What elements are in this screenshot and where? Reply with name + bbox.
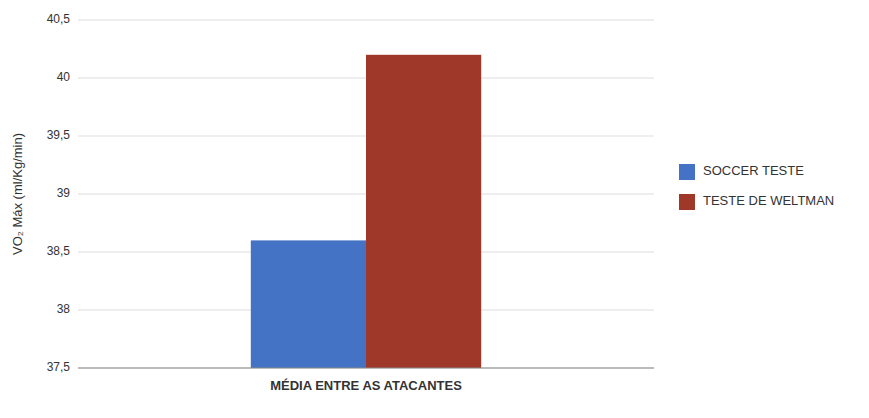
y-axis-label: VO₂ Máx (ml/Kg/min)	[10, 133, 25, 255]
bars	[251, 55, 481, 368]
y-tick-label: 40,5	[47, 12, 71, 26]
y-tick-label: 40	[57, 70, 71, 84]
x-axis-line	[78, 368, 654, 369]
grid-line	[78, 20, 654, 21]
y-tick-label: 39	[57, 186, 71, 200]
legend-label: SOCCER TESTE	[703, 163, 804, 178]
bar	[366, 55, 481, 368]
legend-swatch	[679, 194, 695, 210]
y-tick-label: 38	[57, 302, 71, 316]
bar	[251, 240, 366, 368]
chart-svg: 37,5 38 38,5 39 39,5 40 40,5 VO₂ Máx (ml/Kg/min…	[0, 0, 869, 418]
legend: SOCCER TESTE TESTE DE WELTMAN	[679, 163, 834, 210]
legend-swatch	[679, 164, 695, 180]
legend-label: TESTE DE WELTMAN	[703, 193, 834, 208]
x-tick-label: MÉDIA ENTRE AS ATACANTES	[270, 378, 462, 393]
y-ticks: 37,5 38 38,5 39 39,5 40 40,5	[47, 12, 71, 374]
y-tick-label: 38,5	[47, 244, 71, 258]
x-ticks: MÉDIA ENTRE AS ATACANTES	[270, 378, 462, 393]
y-tick-label: 39,5	[47, 128, 71, 142]
grid-line	[78, 368, 654, 369]
chart-container: 37,5 38 38,5 39 39,5 40 40,5 VO₂ Máx (ml/Kg/min…	[0, 0, 869, 418]
y-tick-label: 37,5	[47, 360, 71, 374]
